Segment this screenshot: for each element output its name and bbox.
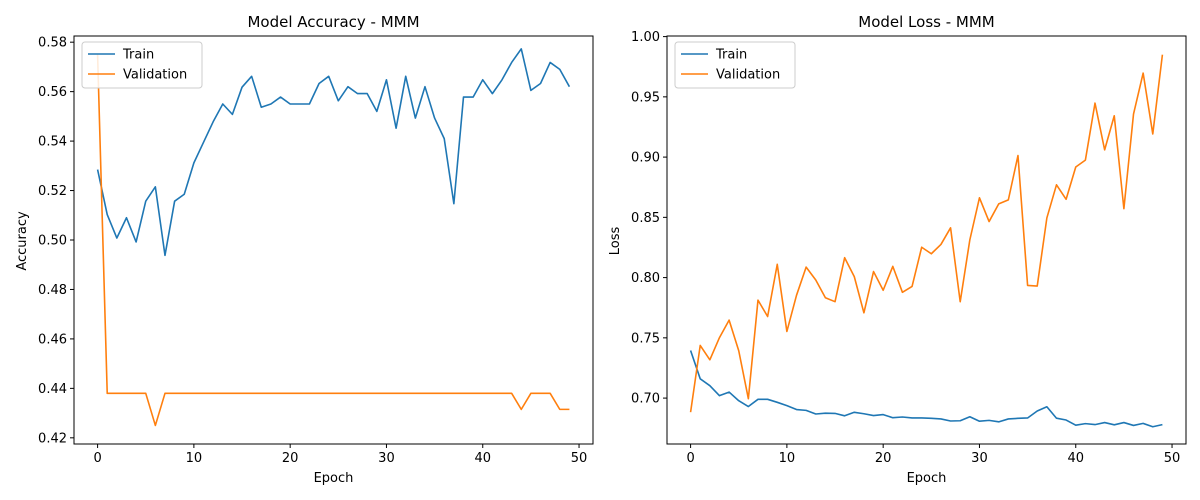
accuracy-y-tick-label: 0.46 — [38, 332, 67, 347]
loss-y-tick-label: 0.95 — [631, 90, 660, 105]
accuracy-series-train-line — [96, 48, 571, 257]
loss-series-validation-line — [689, 54, 1164, 413]
accuracy-x-tick-label: 10 — [186, 451, 203, 466]
accuracy-plot-area: 0 10 20 30 40 50 0.42 0.44 0.46 0.48 0.50 0.52 0.54 0… — [38, 35, 594, 466]
loss-chart-title: Model Loss - MMM — [858, 13, 994, 31]
loss-legend-label-validation: Validation — [716, 68, 780, 83]
loss-y-tick-label: 0.70 — [631, 392, 660, 407]
loss-y-tick-label: 1.00 — [631, 30, 660, 45]
accuracy-y-axis-label: Accuracy — [15, 211, 30, 271]
loss-x-tick-label: 0 — [686, 451, 694, 466]
loss-x-tick-label: 40 — [1067, 451, 1084, 466]
loss-legend-label-train: Train — [715, 48, 747, 63]
loss-x-tick-label: 20 — [875, 451, 892, 466]
accuracy-y-tick-label: 0.44 — [38, 382, 67, 397]
accuracy-y-tick-label: 0.54 — [38, 135, 67, 150]
accuracy-x-tick-label: 40 — [474, 451, 491, 466]
loss-series-train-line — [689, 350, 1163, 428]
accuracy-legend: Train Validation — [81, 41, 203, 89]
accuracy-y-tick-label: 0.48 — [38, 283, 67, 298]
loss-x-tick-label: 50 — [1164, 451, 1181, 466]
loss-chart: Model Loss - MMM Epoch Loss 0 10 20 30 40 500… — [608, 13, 1187, 486]
loss-legend: Train Validation — [674, 41, 796, 89]
accuracy-legend-label-train: Train — [122, 48, 154, 63]
accuracy-x-tick-label: 30 — [378, 451, 395, 466]
loss-y-tick-label: 0.80 — [631, 271, 660, 286]
accuracy-y-tick-label: 0.58 — [38, 36, 67, 51]
loss-x-tick-label: 10 — [779, 451, 796, 466]
accuracy-chart-title: Model Accuracy - MMM — [247, 13, 419, 31]
accuracy-x-tick-label: 50 — [571, 451, 588, 466]
accuracy-y-tick-label: 0.52 — [38, 184, 67, 199]
loss-y-tick-label: 0.75 — [631, 331, 660, 346]
loss-y-tick-label: 0.85 — [631, 211, 660, 226]
loss-y-tick-label: 0.90 — [631, 151, 660, 166]
loss-x-tick-label: 30 — [971, 451, 988, 466]
accuracy-x-tick-label: 0 — [93, 451, 101, 466]
accuracy-x-axis-label: Epoch — [314, 471, 354, 486]
loss-plot-area: 0 10 20 30 40 50 0.70 0.75 0.80 0.85 0.90 0.95 1.00 — [631, 30, 1187, 466]
accuracy-series-validation-line — [96, 54, 570, 427]
loss-x-axis-label: Epoch — [907, 471, 947, 486]
accuracy-legend-label-validation: Validation — [123, 68, 187, 83]
loss-axes-frame — [666, 35, 1187, 445]
accuracy-y-tick-label: 0.50 — [38, 234, 67, 249]
accuracy-y-tick-label: 0.42 — [38, 431, 67, 446]
accuracy-chart: Model Accuracy - MMM Epoch Accuracy 0 10 2… — [15, 13, 594, 486]
accuracy-y-tick-label: 0.56 — [38, 85, 67, 100]
loss-y-axis-label: Loss — [608, 227, 623, 256]
accuracy-x-tick-label: 20 — [282, 451, 299, 466]
